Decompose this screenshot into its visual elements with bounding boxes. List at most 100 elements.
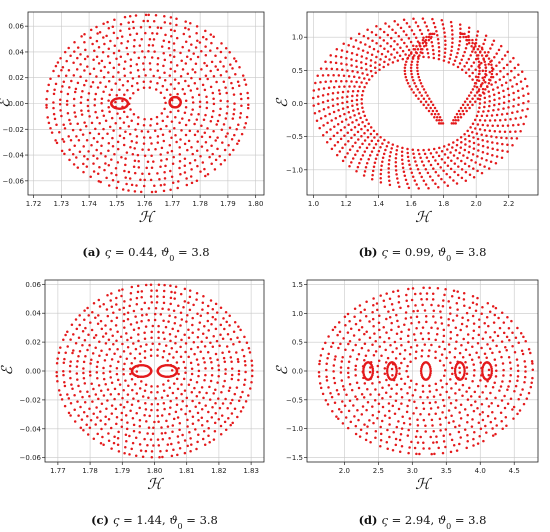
data-point (130, 140, 134, 143)
data-point (377, 410, 381, 414)
y-tick-label: 0.00 (25, 368, 41, 376)
data-point (327, 386, 330, 389)
data-point (398, 54, 402, 58)
data-point (149, 295, 153, 298)
data-point (481, 91, 485, 94)
data-point (414, 85, 418, 88)
data-point (466, 420, 469, 424)
data-point (379, 432, 383, 436)
data-point (331, 98, 334, 101)
data-point (224, 310, 228, 314)
data-point (433, 106, 437, 110)
data-point (137, 333, 140, 336)
data-point (149, 136, 152, 139)
data-point (126, 52, 130, 56)
data-point (399, 432, 403, 436)
data-point (96, 322, 100, 326)
data-point (355, 98, 359, 102)
data-point (422, 103, 425, 107)
data-point (227, 350, 231, 354)
data-point (160, 414, 164, 417)
data-point (406, 182, 409, 186)
data-point (173, 87, 176, 90)
data-point (347, 74, 351, 78)
data-point (66, 393, 69, 396)
data-point (406, 82, 410, 85)
data-point (415, 344, 419, 347)
data-point (134, 454, 138, 458)
data-point (490, 72, 494, 76)
data-point (467, 35, 470, 39)
data-point (371, 405, 374, 408)
data-point (152, 444, 155, 447)
data-point (215, 123, 218, 126)
data-point (189, 89, 193, 92)
data-point (185, 183, 189, 187)
data-point (204, 373, 207, 377)
data-point (368, 154, 372, 157)
data-point (395, 383, 399, 386)
data-point (141, 148, 144, 151)
data-point (146, 432, 149, 435)
data-point (354, 153, 357, 156)
data-point (139, 345, 143, 348)
data-point (196, 55, 200, 59)
data-point (312, 104, 315, 107)
data-point (102, 371, 105, 375)
data-point (133, 171, 137, 175)
data-point (478, 69, 481, 73)
data-point (374, 157, 378, 161)
data-point (430, 343, 433, 347)
data-point (457, 165, 460, 168)
data-point (92, 437, 96, 440)
data-point (324, 114, 327, 118)
data-point (216, 68, 220, 71)
data-point (522, 101, 525, 105)
data-point (203, 345, 207, 348)
data-point (79, 63, 82, 66)
data-point (114, 122, 117, 125)
data-point (128, 33, 132, 36)
data-point (111, 25, 115, 29)
data-point (402, 18, 406, 21)
data-point (103, 65, 106, 69)
data-point (123, 312, 126, 316)
data-point (484, 69, 488, 73)
data-point (498, 118, 502, 122)
data-point (237, 139, 241, 143)
data-point (529, 351, 532, 355)
data-point (502, 75, 505, 79)
data-point (54, 82, 58, 86)
data-point (347, 376, 350, 379)
data-point (463, 304, 466, 307)
data-point (389, 36, 393, 40)
data-point (444, 428, 448, 431)
data-point (460, 141, 463, 144)
data-point (437, 41, 440, 45)
data-point (338, 85, 341, 89)
data-point (147, 43, 151, 47)
y-tick-label: 0.04 (25, 310, 41, 318)
data-point (436, 162, 440, 166)
data-point (507, 356, 511, 359)
data-point (218, 113, 221, 117)
data-point (150, 408, 153, 412)
data-point (89, 362, 92, 365)
data-point (511, 123, 515, 127)
data-point (60, 398, 64, 401)
data-point (156, 26, 160, 29)
data-point (472, 363, 475, 366)
data-point (468, 306, 471, 310)
data-point (225, 320, 228, 324)
data-point (471, 379, 474, 383)
data-point (79, 75, 82, 79)
data-point (86, 414, 89, 418)
data-point (157, 283, 161, 287)
data-point (88, 426, 92, 430)
data-point (70, 323, 74, 326)
data-point (466, 318, 470, 322)
data-point (231, 117, 235, 120)
data-point (511, 408, 514, 411)
data-point (387, 141, 390, 144)
data-point (393, 340, 397, 344)
